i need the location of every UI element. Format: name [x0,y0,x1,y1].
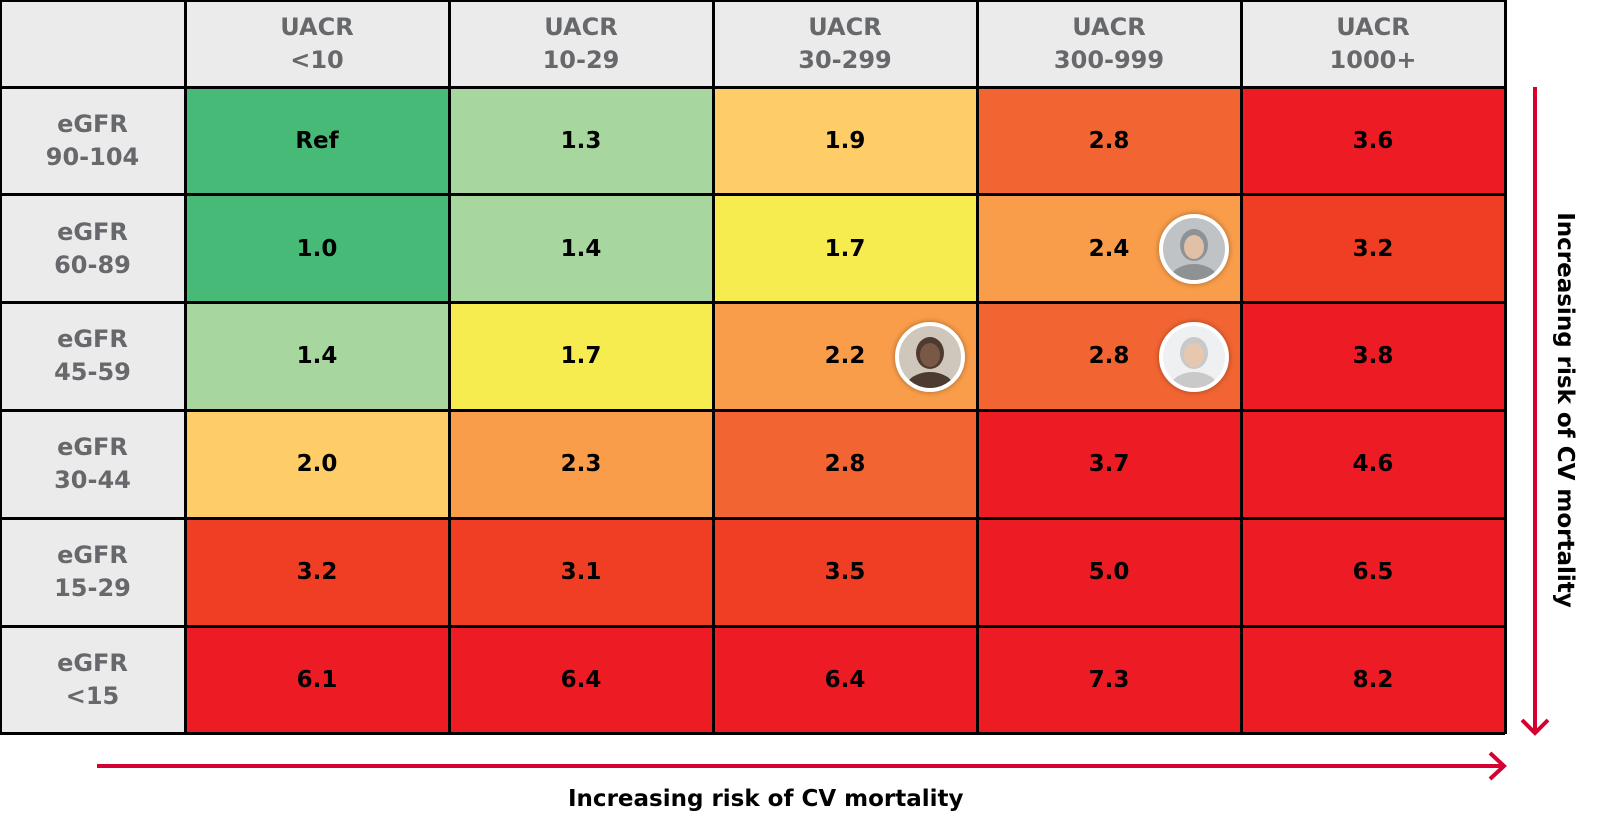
grid-line-vertical [0,0,2,734]
heatmap-cell: 2.0 [185,410,449,519]
grid-line-vertical [711,0,715,734]
heatmap-cell: 3.5 [713,518,977,626]
row-header: eGFR 30-44 [0,410,185,519]
heatmap-cell: 3.7 [977,410,1241,519]
grid-line-horizontal [0,732,1505,736]
heatmap-cell: Ref [185,87,449,195]
column-header: UACR 10-29 [449,0,713,87]
row-header: eGFR 60-89 [0,194,185,303]
grid-line-horizontal [0,516,1505,520]
grid-line-vertical [1239,0,1243,734]
grid-line-vertical [183,0,187,734]
row-header: eGFR <15 [0,626,185,734]
heatmap-cell: 2.8 [713,410,977,519]
woman-gray-hair-avatar-icon [1159,213,1229,284]
y-axis-arrow [1520,87,1550,736]
x-axis-label: Increasing risk of CV mortality [568,786,964,812]
grid-line-horizontal [0,301,1505,305]
heatmap-table: UACR <10 UACR 10-29 UACR 30-299 UACR 300-99… [0,0,1507,736]
grid-line-horizontal [0,624,1505,628]
heatmap-cell: 6.4 [449,626,713,734]
heatmap-cell: 6.5 [1241,518,1505,626]
heatmap-cell: 1.3 [449,87,713,195]
y-axis-label: Increasing risk of CV mortality [1552,212,1578,608]
grid-line-horizontal [0,0,1505,2]
heatmap-cell: 3.8 [1241,302,1505,411]
row-header: eGFR 45-59 [0,302,185,411]
x-axis-arrow [97,751,1507,781]
grid-line-horizontal [0,85,1505,89]
grid-line-horizontal [0,193,1505,197]
grid-line-vertical [447,0,451,734]
heatmap-cell: 1.4 [185,302,449,411]
heatmap-cell: 1.7 [449,302,713,411]
woman-short-gray-hair-avatar-icon [1159,321,1229,392]
heatmap-cell: 2.3 [449,410,713,519]
heatmap-cell: 8.2 [1241,626,1505,734]
heatmap-cell: 2.8 [977,87,1241,195]
column-header: UACR 300-999 [977,0,1241,87]
heatmap-cell: 1.0 [185,194,449,303]
grid-line-vertical [1503,0,1507,734]
heatmap-cell: 3.2 [1241,194,1505,303]
heatmap-cell: 1.9 [713,87,977,195]
heatmap-cell: 1.4 [449,194,713,303]
heatmap-cell: 3.6 [1241,87,1505,195]
row-header: eGFR 15-29 [0,518,185,626]
heatmap-cell: 6.4 [713,626,977,734]
heatmap-cell: 1.7 [713,194,977,303]
heatmap-cell: 3.1 [449,518,713,626]
heatmap-cell: 3.2 [185,518,449,626]
column-header: UACR 1000+ [1241,0,1505,87]
grid-line-vertical [975,0,979,734]
column-header: UACR <10 [185,0,449,87]
heatmap-cell: 6.1 [185,626,449,734]
row-header: eGFR 90-104 [0,87,185,195]
heatmap-cell: 4.6 [1241,410,1505,519]
corner-cell [0,0,185,87]
column-header: UACR 30-299 [713,0,977,87]
man-glasses-avatar-icon [895,321,965,392]
grid-line-horizontal [0,408,1505,412]
heatmap-cell: 7.3 [977,626,1241,734]
heatmap-cell: 5.0 [977,518,1241,626]
